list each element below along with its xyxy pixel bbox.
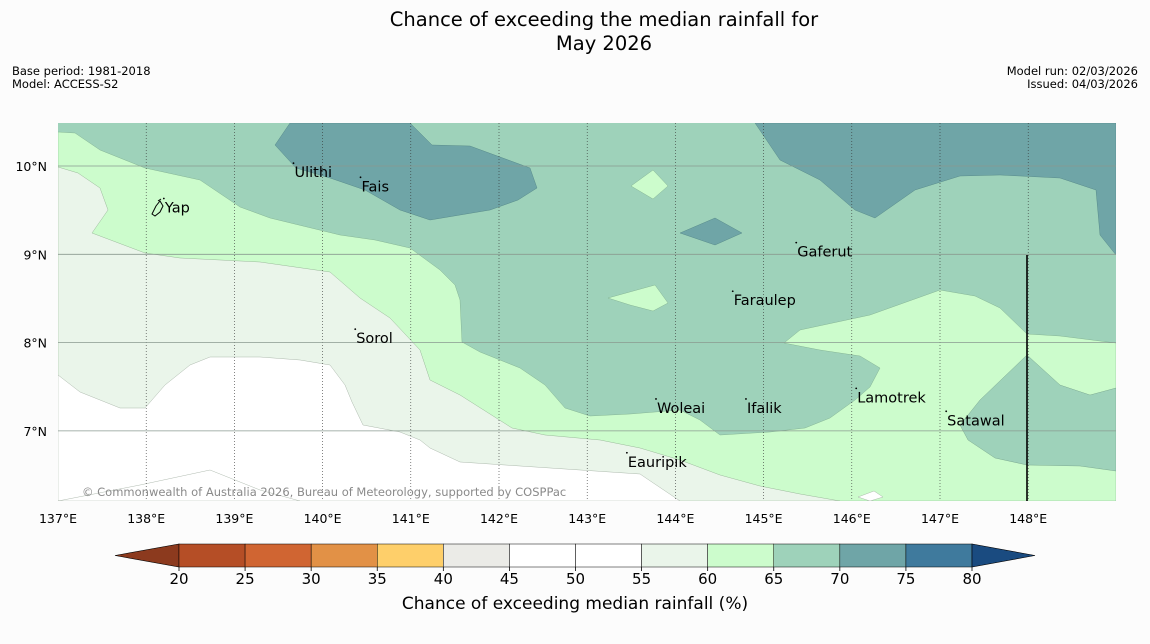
map-title-line1: Chance of exceeding the median rainfall … (389, 8, 819, 31)
place-marker (359, 176, 362, 179)
place-marker (162, 197, 165, 200)
colorbar-tick-label: 70 (830, 570, 849, 588)
latitude-label: 9°N (23, 247, 47, 262)
colorbar-label: Chance of exceeding median rainfall (%) (401, 594, 749, 614)
colorbar-segment (773, 543, 841, 568)
colorbar-segment (905, 543, 973, 568)
copyright-notice: © Commonwealth of Australia 2026, Bureau… (82, 485, 566, 499)
region-50-55-south (58, 469, 301, 501)
region-60-65-patch-b (607, 284, 669, 312)
model-name: Model: ACCESS-S2 (12, 77, 119, 91)
place-label: Woleai (657, 401, 705, 417)
region-60-65-patch-a (630, 169, 669, 200)
longitude-label: 145°E (745, 511, 783, 526)
place-label: Faraulep (734, 293, 796, 309)
colorbar-tick-label: 65 (764, 570, 783, 588)
place-label: Eauripik (628, 455, 687, 471)
colorbar-segment (178, 543, 246, 568)
longitude-label: 141°E (392, 511, 430, 526)
base-period: Base period: 1981-2018 (12, 64, 151, 78)
colorbar-tick-label: 20 (169, 570, 188, 588)
place-marker (625, 451, 628, 454)
place-marker (795, 241, 798, 244)
longitude-label: 147°E (921, 511, 959, 526)
latitude-labels: 10°N 9°N 8°N 7°N (15, 159, 47, 439)
colorbar-tick-label: 50 (566, 570, 585, 588)
place-label: Yap (164, 201, 190, 217)
region-55-60-sliver (857, 490, 884, 501)
colorbar-tick-label: 55 (632, 570, 651, 588)
map-plot-area: Ulithi Fais Yap Gaferut Faraulep Sorol Lamotre… (58, 123, 1116, 501)
model-run: Model run: 02/03/2026 (1006, 64, 1138, 78)
colorbar-tick-label: 35 (368, 570, 387, 588)
colorbar-segment (707, 543, 775, 568)
colorbar-tick-label: 60 (698, 570, 717, 588)
longitude-label: 144°E (656, 511, 694, 526)
place-marker (655, 398, 657, 400)
colorbar-extension-high (971, 543, 1036, 568)
map-title-line2: May 2026 (555, 32, 653, 55)
colorbar-segment (575, 543, 642, 568)
region-70-75-north (274, 123, 538, 221)
colorbar-tick-label: 80 (962, 570, 981, 588)
longitude-label: 139°E (215, 511, 253, 526)
place-label: Fais (362, 179, 389, 195)
colorbar-tick-label: 25 (236, 570, 255, 588)
longitude-label: 140°E (304, 511, 342, 526)
colorbar-tick-label: 75 (896, 570, 915, 588)
longitude-label: 146°E (833, 511, 871, 526)
longitude-label: 138°E (127, 511, 165, 526)
longitude-label: 143°E (568, 511, 606, 526)
colorbar-segment (443, 543, 510, 568)
region-50-55 (58, 356, 681, 501)
place-marker (745, 398, 747, 400)
place-label: Gaferut (797, 245, 852, 261)
region-65-70-southeast (959, 354, 1116, 472)
latitude-label: 10°N (15, 159, 47, 174)
colorbar-segment (509, 543, 576, 568)
place-label: Ifalik (747, 401, 782, 417)
latitude-label: 8°N (23, 336, 47, 351)
longitude-label: 137°E (39, 511, 77, 526)
place-label: Ulithi (294, 165, 332, 181)
yap-island (151, 198, 164, 217)
colorbar-tick-label: 30 (302, 570, 321, 588)
place-labels: Ulithi Fais Yap Gaferut Faraulep Sorol Lamotre… (162, 162, 1005, 471)
colorbar-segment (641, 543, 708, 568)
place-label: Sorol (356, 331, 393, 347)
colorbar-segment (244, 543, 312, 568)
place-marker (354, 328, 357, 331)
latitude-label: 7°N (23, 424, 47, 439)
region-70-75-blob (679, 217, 743, 246)
longitude-label: 142°E (480, 511, 518, 526)
meta-left: Base period: 1981-2018 Model: ACCESS-S2 (12, 65, 151, 91)
place-label: Satawal (947, 413, 1004, 429)
region-70-75-east (754, 123, 1116, 256)
meta-right: Model run: 02/03/2026 Issued: 04/03/2026 (1007, 65, 1138, 91)
place-marker (945, 410, 948, 413)
colorbar: 20 25 30 35 40 45 50 55 60 65 70 75 80 (114, 543, 1036, 588)
colorbar-segment (310, 543, 378, 568)
colorbar-tick-label: 40 (434, 570, 453, 588)
place-marker (292, 162, 295, 165)
colorbar-segment (839, 543, 907, 568)
graticule (58, 123, 1116, 501)
colorbar-extension-low (114, 543, 180, 568)
place-marker (855, 387, 858, 390)
place-label: Lamotrek (857, 390, 926, 406)
longitude-label: 148°E (1009, 511, 1047, 526)
colorbar-segment (377, 543, 444, 568)
longitude-labels: 137°E 138°E 139°E 140°E 141°E 142°E 143°E 144°E… (39, 511, 1047, 526)
issued-date: Issued: 04/03/2026 (1027, 77, 1138, 91)
map-title: Chance of exceeding the median rainfall … (0, 8, 1150, 56)
colorbar-tick-label: 45 (500, 570, 519, 588)
place-marker (731, 290, 734, 293)
